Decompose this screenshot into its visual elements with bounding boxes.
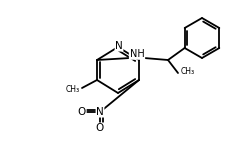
Text: NH: NH xyxy=(130,49,144,59)
Text: O: O xyxy=(96,123,104,133)
Text: CH₃: CH₃ xyxy=(66,86,80,94)
Text: CH₃: CH₃ xyxy=(181,67,195,75)
Text: N: N xyxy=(96,107,104,117)
Text: O: O xyxy=(78,107,86,117)
Text: N: N xyxy=(115,41,123,51)
